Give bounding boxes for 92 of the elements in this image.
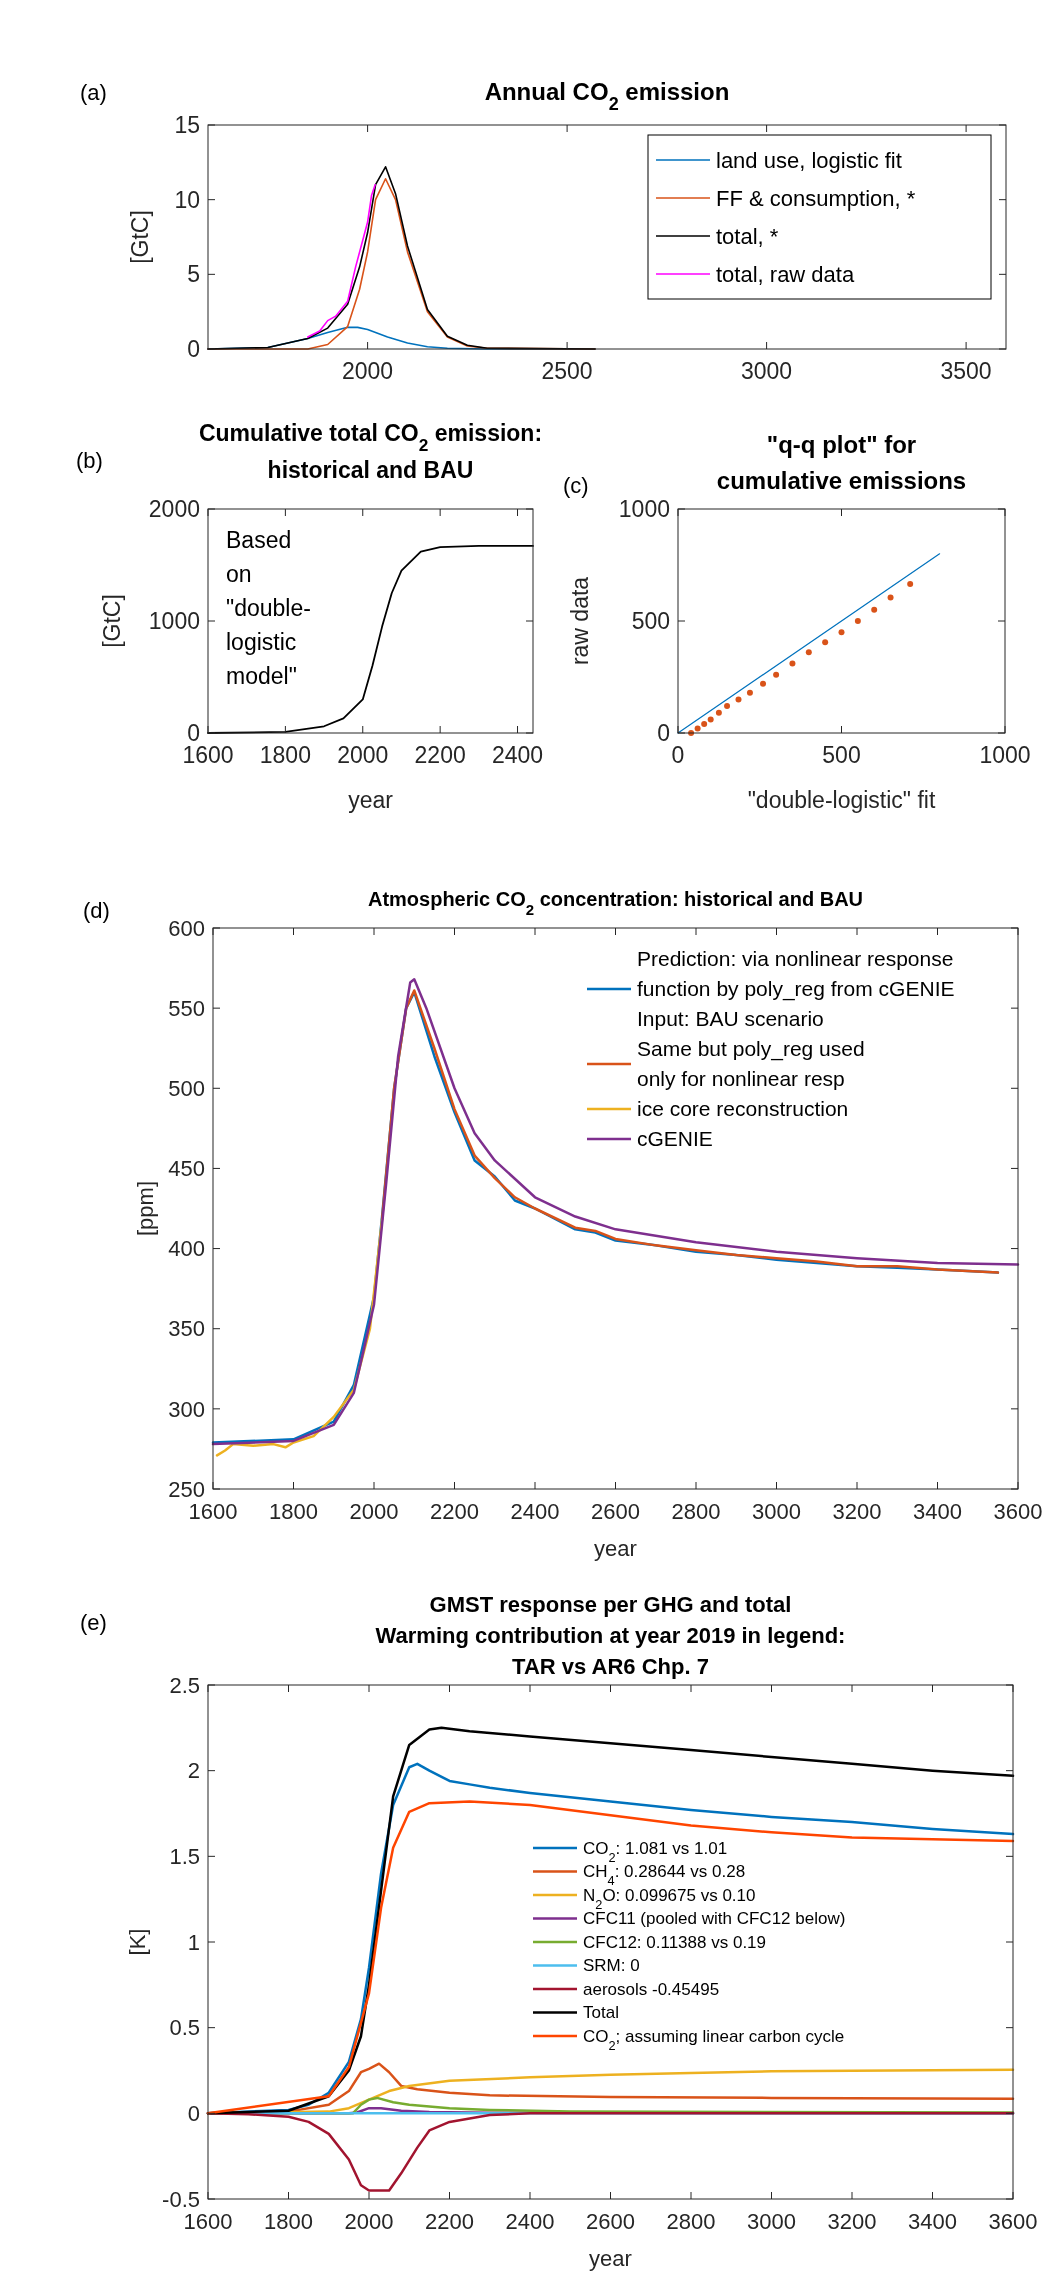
y-tick-label: 1.5 — [169, 1844, 200, 1870]
y-tick-label: 500 — [168, 1075, 205, 1101]
x-axis-title: year — [594, 1536, 637, 1561]
x-tick-label: 3600 — [993, 1499, 1043, 1524]
x-tick-label: 2400 — [505, 2209, 555, 2234]
y-tick-label: 600 — [168, 915, 205, 941]
chart-title: GMST response per GHG and total Warming contribution at year 2019 in legend: TAR vs AR6 Chp. 7 — [375, 1592, 846, 1679]
x-tick-label: 2800 — [671, 1499, 721, 1524]
legend-label: Total — [583, 2003, 619, 2023]
y-tick-label: 2 — [187, 1758, 200, 1784]
y-axis-title: [ppm] — [133, 1180, 158, 1237]
x-tick-label: 3200 — [827, 2209, 877, 2234]
x-tick-label: 2500 — [541, 358, 593, 384]
y-axis-title: raw data — [567, 576, 593, 666]
x-tick-label: 2000 — [342, 358, 394, 384]
y-tick-label: 250 — [168, 1476, 205, 1502]
text: (c) — [563, 473, 589, 498]
y-tick-label: 350 — [168, 1316, 205, 1342]
y-tick-label: 400 — [168, 1236, 205, 1262]
legend-label: FF & consumption, * — [716, 185, 916, 211]
legend-label: land use, logistic fit — [716, 147, 902, 173]
x-tick-label: 2200 — [414, 742, 466, 768]
x-tick-label: 2800 — [666, 2209, 716, 2234]
x-tick-label: 1600 — [188, 1499, 238, 1524]
x-tick-label: 2600 — [586, 2209, 635, 2234]
y-tick-label: 2000 — [148, 496, 200, 523]
legend-label: aerosols -0.45495 — [583, 1979, 720, 1999]
x-tick-label: 1600 — [183, 2209, 233, 2234]
x-tick-label: 3000 — [747, 2209, 796, 2234]
x-tick-label: 2600 — [591, 1499, 640, 1524]
y-tick-label: 550 — [168, 995, 205, 1021]
y-tick-label: -0.5 — [162, 2186, 200, 2212]
legend-label: SRM: 0 — [583, 1956, 640, 1976]
x-tick-label: 2000 — [349, 1499, 399, 1524]
legend-label: total, raw data — [716, 261, 855, 287]
x-tick-label: 3000 — [741, 358, 793, 384]
text: (e) — [80, 1610, 107, 1635]
legend-label: CO$_{2}$: 1.081 vs 1.01 — [583, 1838, 728, 1865]
legend-label: ice core reconstruction — [637, 1097, 849, 1121]
legend-label: total, * — [716, 223, 779, 249]
x-tick-label: 1800 — [259, 742, 311, 768]
x-tick-label: 3600 — [988, 2209, 1038, 2234]
legend-label: CFC12: 0.11388 vs 0.19 — [583, 1932, 767, 1952]
y-tick-label: 1000 — [148, 608, 200, 635]
y-tick-label: 1 — [187, 1929, 200, 1955]
x-tick-label: 1800 — [269, 1499, 318, 1524]
x-tick-label: 3200 — [832, 1499, 882, 1524]
y-tick-label: 0 — [187, 336, 200, 363]
x-tick-label: 500 — [822, 742, 861, 768]
x-tick-label: 3400 — [908, 2209, 957, 2234]
legend-label: CO$_{2}$; assuming linear carbon cycle — [583, 2026, 845, 2053]
x-tick-label: 3400 — [913, 1499, 962, 1524]
y-axis-title: [GtC] — [127, 210, 153, 264]
y-tick-label: 0 — [187, 2101, 200, 2127]
legend-label: cGENIE — [637, 1127, 713, 1151]
x-tick-label: 1800 — [264, 2209, 313, 2234]
x-tick-label: 3000 — [752, 1499, 801, 1524]
x-tick-label: 2400 — [510, 1499, 560, 1524]
chart-title: Cumulative total CO$_{2}$ emission: historical and BAU — [198, 420, 543, 483]
text: (d) — [83, 898, 110, 923]
x-axis-title: year — [589, 2246, 632, 2271]
x-tick-label: 2000 — [344, 2209, 394, 2234]
y-tick-label: 300 — [168, 1396, 205, 1422]
annotation: Based on "double- logistic model" — [226, 527, 311, 689]
y-axis-title: [GtC] — [99, 594, 125, 648]
y-tick-label: 0.5 — [169, 2015, 200, 2041]
x-axis-title: year — [348, 787, 394, 813]
y-tick-label: 2.5 — [169, 1672, 200, 1698]
y-tick-label: 0 — [657, 720, 670, 747]
y-tick-label: 1000 — [618, 496, 670, 523]
legend-label: CH$_{4}$: 0.28644 vs 0.28 — [583, 1862, 746, 1888]
y-tick-label: 500 — [631, 608, 670, 635]
chart-title: "q-q plot" for cumulative emissions — [716, 431, 967, 494]
y-tick-label: 10 — [174, 186, 200, 213]
y-tick-label: 5 — [187, 261, 200, 288]
y-axis-title: [K] — [125, 1928, 150, 1956]
legend-label: N$_{2}$O: 0.099675 vs 0.10 — [583, 1885, 756, 1912]
x-tick-label: 3500 — [940, 358, 992, 384]
x-tick-label: 2200 — [425, 2209, 474, 2234]
x-tick-label: 2200 — [430, 1499, 479, 1524]
y-tick-label: 15 — [174, 112, 200, 139]
x-axis-title: "double-logistic" fit — [747, 787, 936, 813]
y-tick-label: 450 — [168, 1156, 205, 1182]
chart-title: Annual CO$_{2}$ emission — [484, 78, 730, 114]
x-tick-label: 1000 — [979, 742, 1031, 768]
x-tick-label: 2000 — [337, 742, 389, 768]
text: (a) — [80, 80, 107, 105]
x-tick-label: 2400 — [491, 742, 544, 768]
chart-title: Atmospheric CO$_{2}$ concentration: historical and BAU — [367, 888, 864, 918]
text: (b) — [76, 448, 103, 473]
legend-label: Prediction: via nonlinear response function by poly_reg from cGENIE Input: BAU scenario — [637, 947, 955, 1031]
legend-label: CFC11 (pooled with CFC12 below) — [583, 1909, 846, 1929]
